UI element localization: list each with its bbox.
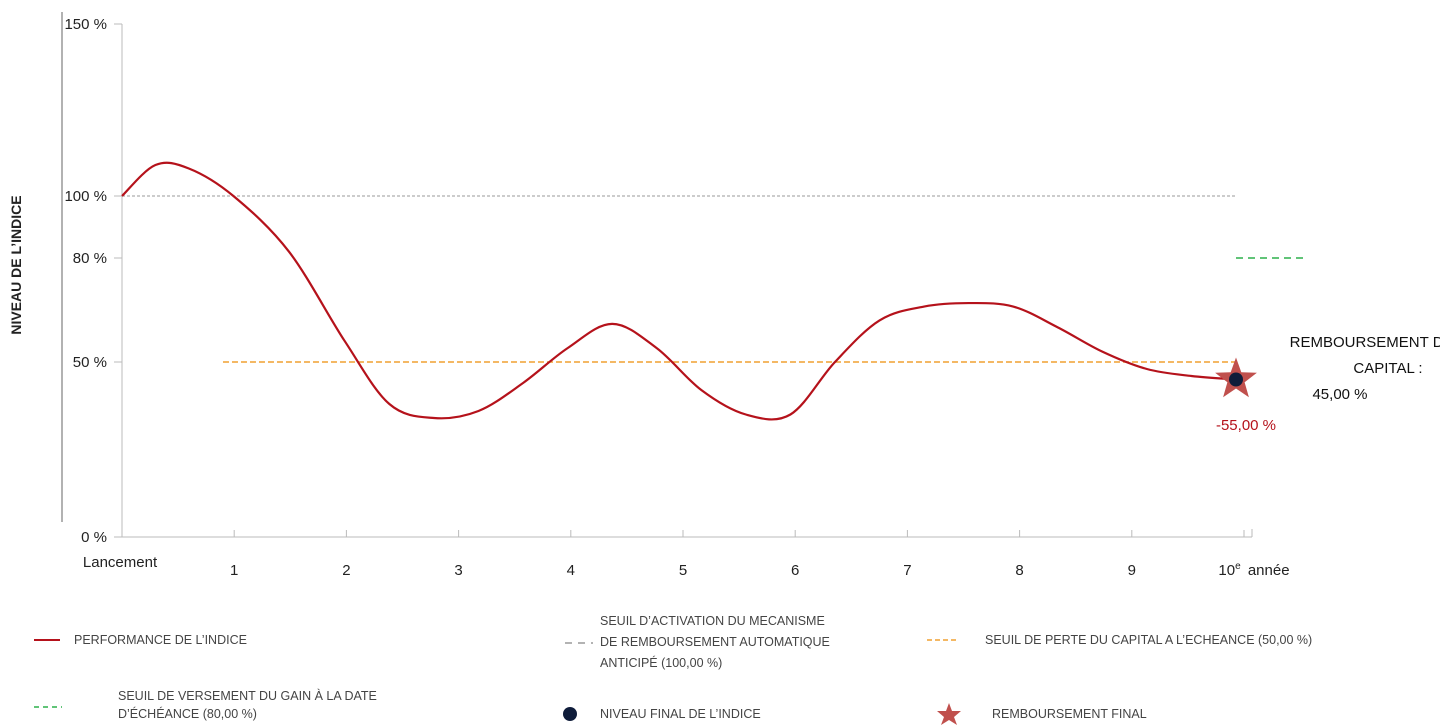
y-tick-label-2: 80 % — [73, 250, 107, 267]
series — [121, 161, 1237, 421]
x-tick-label-0: Lancement — [83, 554, 158, 571]
x-tick-label-10: 10e année — [1218, 561, 1289, 579]
y-ticks: 150 % 100 % 80 % 50 % 0 % — [64, 16, 122, 546]
legend-activation-line3: ANTICIPÉ (100,00 %) — [600, 656, 723, 670]
annotation-line3: 45,00 % — [1312, 386, 1367, 403]
y-tick-label-0: 150 % — [64, 16, 107, 33]
y-tick-label-1: 100 % — [64, 188, 107, 205]
legend-performance-swatch — [34, 639, 60, 641]
legend-star-icon — [937, 703, 961, 725]
x-tick-label-6: 6 — [791, 562, 799, 579]
legend-perte-label: SEUIL DE PERTE DU CAPITAL A L’ECHEANCE (… — [985, 633, 1313, 647]
x-tick-label-2: 2 — [342, 562, 350, 579]
x-tick-label-9: 9 — [1128, 562, 1136, 579]
legend-activation-swatch — [565, 642, 593, 644]
x-tick-label-5: 5 — [679, 562, 687, 579]
x-tick-label-1: 1 — [230, 562, 238, 579]
final-point-group — [1215, 357, 1257, 398]
x-ticks: Lancement 1 2 3 4 5 6 7 8 9 10e année — [83, 530, 1290, 579]
threshold-lines — [122, 195, 1305, 363]
x-tick-label-3: 3 — [454, 562, 462, 579]
legend-niveau-final-label: NIVEAU FINAL DE L’INDICE — [600, 707, 761, 721]
chart: NIVEAU DE L’INDICE 150 % 100 % 80 % 50 % 0 %… — [8, 12, 1440, 579]
y-tick-label-4: 0 % — [81, 529, 107, 546]
y-axis-label: NIVEAU DE L’INDICE — [8, 195, 24, 334]
legend-final-dot-icon — [563, 707, 577, 721]
x-tick-label-4: 4 — [567, 562, 575, 579]
legend-performance-label: PERFORMANCE DE L’INDICE — [74, 633, 247, 647]
legend-gain-line2: D’ÉCHÉANCE (80,00 %) — [118, 707, 257, 721]
final-value-label: -55,00 % — [1216, 417, 1276, 434]
y-tick-label-3: 50 % — [73, 354, 107, 371]
legend-gain-line1: SEUIL DE VERSEMENT DU GAIN À LA DATE — [118, 689, 377, 703]
legend-activation-line2: DE REMBOURSEMENT AUTOMATIQUE — [600, 635, 830, 649]
annotation-line2: CAPITAL : — [1353, 360, 1422, 377]
annotation-line1: REMBOURSEMENT DU — [1290, 334, 1440, 351]
x-tick-label-8: 8 — [1015, 562, 1023, 579]
legend-remboursement-final-label: REMBOURSEMENT FINAL — [992, 707, 1147, 721]
series-line-0 — [121, 161, 1237, 421]
legend-perte-swatch — [927, 639, 959, 641]
legend-gain-swatch — [34, 706, 62, 708]
x-tick-label-7: 7 — [903, 562, 911, 579]
final-point-dot — [1229, 372, 1243, 387]
legend-activation-line1: SEUIL D’ACTIVATION DU MECANISME — [600, 614, 825, 628]
